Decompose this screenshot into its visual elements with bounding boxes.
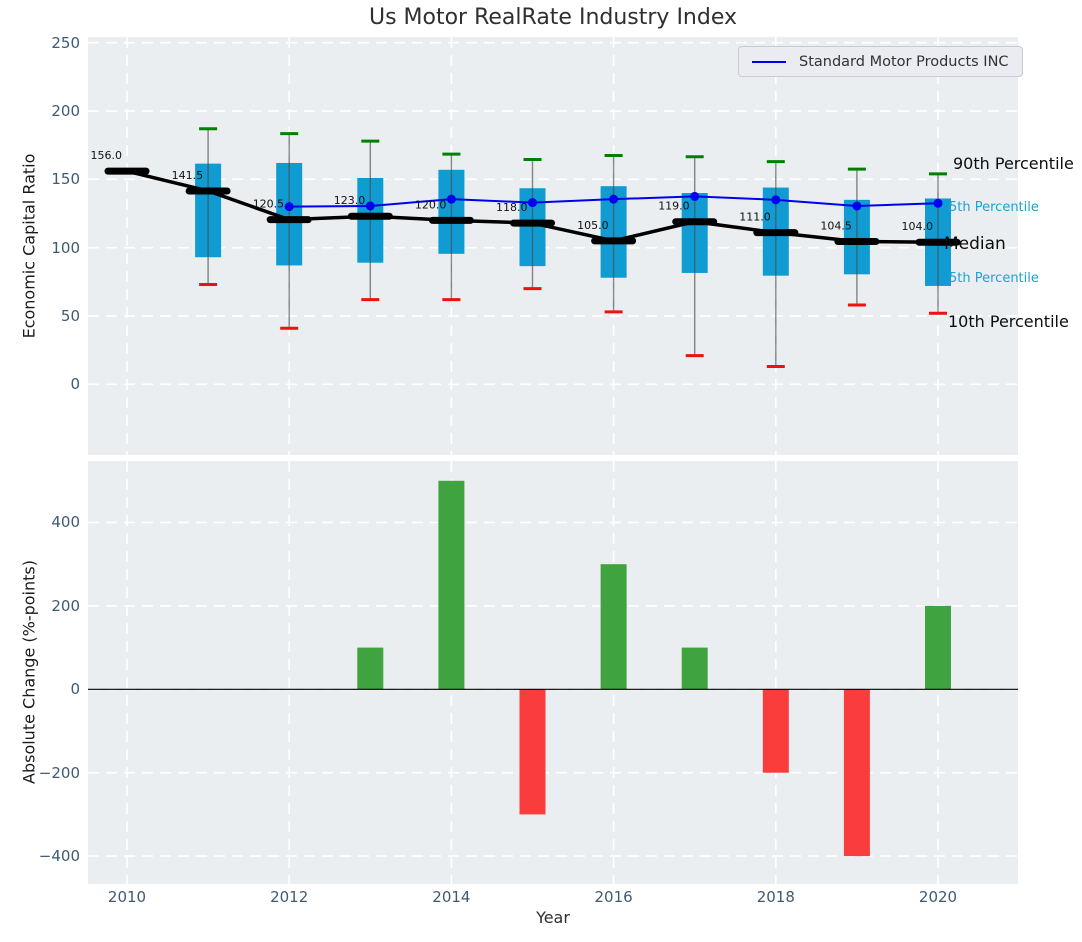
bar-positive (600, 564, 627, 690)
median-value-label: 120.5 (253, 198, 285, 211)
chart-title: Us Motor RealRate Industry Index (368, 5, 738, 30)
x-tick-label: 2014 (432, 888, 471, 906)
top-plot-area: 156.0 141.5 120.5 123.0 120.0 118.0 105.0 119.0… (88, 37, 1018, 455)
top-y-tick-label: 250 (51, 33, 80, 52)
annotation-90th-percentile: 90th Percentile (953, 154, 1074, 173)
bottom-y-tick-label: 400 (51, 513, 80, 532)
top-y-tick-label: 150 (51, 170, 80, 189)
bar-positive (925, 605, 951, 690)
company-marker (446, 194, 456, 204)
bottom-y-tick-label: 0 (70, 680, 80, 699)
bar-positive (357, 647, 384, 690)
top-y-tick-label: 0 (70, 375, 80, 394)
median-value-label: 123.0 (334, 194, 366, 207)
bottom-y-tick-label: 200 (51, 596, 80, 615)
annotation-median: Median (944, 234, 1006, 254)
median-value-label: 104.0 (902, 220, 934, 233)
top-chart-svg: 156.0 141.5 120.5 123.0 120.0 118.0 105.0 119.0… (88, 37, 1018, 455)
x-tick-label: 2018 (756, 888, 795, 906)
company-marker (528, 198, 537, 208)
median-value-label: 111.0 (739, 211, 771, 224)
bottom-plot-area (88, 461, 1018, 884)
median-value-label: 119.0 (658, 200, 690, 213)
x-tick-label: 2012 (270, 888, 309, 906)
annotation-25th-percentile: 5th Percentile (949, 271, 1039, 286)
x-axis-label: Year (536, 908, 570, 927)
top-y-tick-label: 100 (51, 238, 80, 257)
bottom-chart-svg (88, 461, 1018, 884)
company-marker (365, 201, 375, 211)
company-marker (933, 198, 943, 208)
x-tick-label: 2020 (918, 888, 958, 906)
annotation-75th-percentile: 5th Percentile (949, 200, 1039, 215)
company-marker (284, 202, 294, 212)
bottom-y-tick-label: −400 (38, 847, 80, 866)
median-value-label: 156.0 (91, 149, 123, 162)
median-value-label: 105.0 (577, 219, 609, 232)
top-y-tick-label: 200 (51, 102, 80, 121)
bar-positive (681, 647, 708, 690)
company-marker (690, 191, 700, 201)
company-marker (771, 195, 781, 205)
annotation-10th-percentile: 10th Percentile (948, 312, 1069, 331)
bar-negative (519, 689, 546, 815)
bar-positive (438, 480, 465, 690)
bar-negative (762, 689, 789, 773)
x-tick-label: 2010 (107, 888, 147, 906)
median-value-label: 141.5 (172, 169, 204, 182)
company-marker (609, 194, 619, 204)
bar-negative (843, 689, 870, 857)
legend: Standard Motor Products INC (738, 46, 1023, 77)
top-y-tick-label: 50 (60, 306, 80, 325)
legend-line-swatch (752, 60, 786, 63)
median-value-label: 104.5 (820, 220, 852, 233)
bottom-y-tick-label: −200 (38, 763, 80, 782)
legend-label: Standard Motor Products INC (799, 53, 1009, 70)
company-marker (852, 201, 862, 211)
bottom-y-axis-label: Absolute Change (%-points) (19, 560, 39, 784)
x-tick-label: 2016 (594, 888, 633, 906)
median-value-label: 120.0 (415, 198, 447, 211)
median-value-label: 118.0 (496, 201, 528, 214)
